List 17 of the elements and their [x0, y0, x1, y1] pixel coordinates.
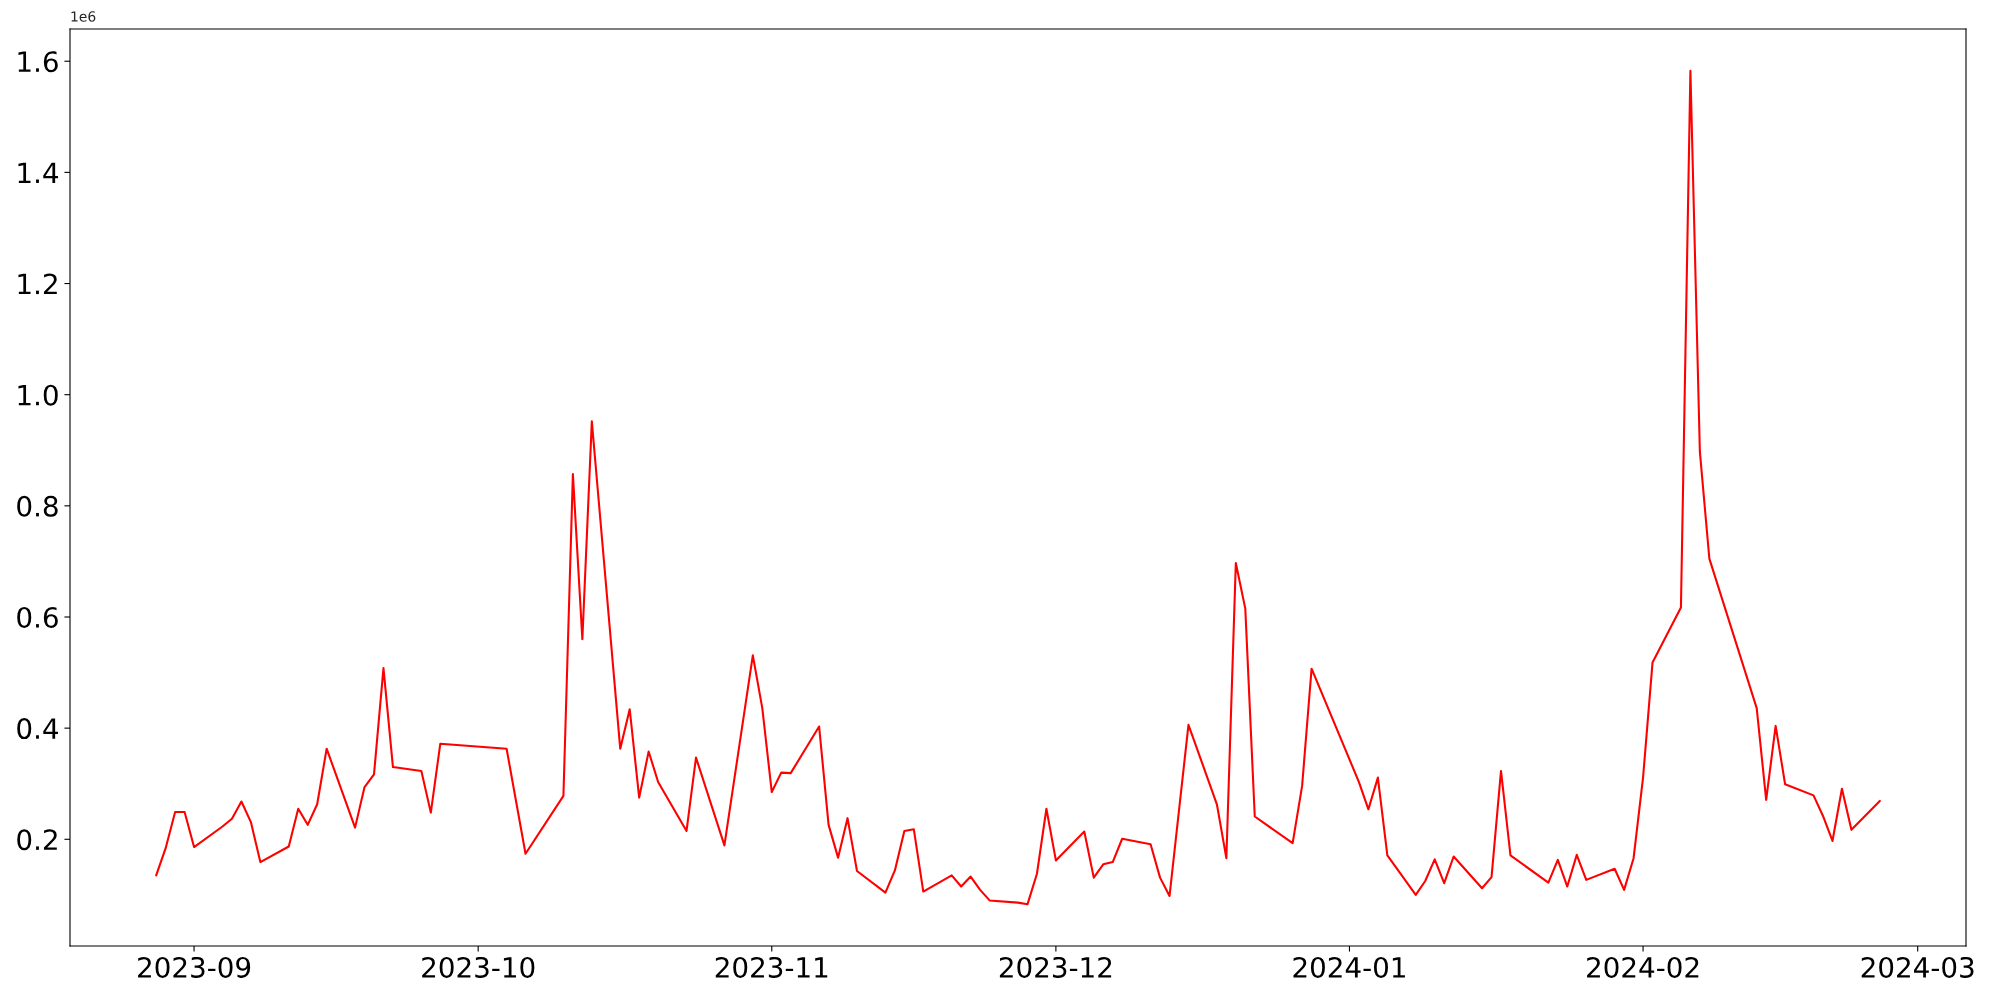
- y-tick-label: 1.2: [18, 273, 57, 295]
- x-tick-label: 2024-02: [1587, 956, 1699, 978]
- x-tick-label: 2023-10: [422, 956, 535, 978]
- line-series: [155, 69, 1881, 906]
- x-tick-label: 2024-03: [1861, 956, 1974, 978]
- x-tick-label: 2023-09: [138, 956, 251, 978]
- y-tick-label: 0.4: [17, 718, 59, 740]
- text: 1e6: [71, 11, 96, 22]
- y-tick-label: 1.4: [18, 162, 59, 183]
- y-tick-label: 0.8: [17, 495, 58, 517]
- x-tick-label: 2023-12: [999, 956, 1112, 978]
- y-tick-label: 0.2: [17, 829, 57, 851]
- x-tick-label: 2023-11: [715, 956, 828, 978]
- y-tick-label: 0.6: [17, 606, 58, 628]
- x-tick-label: 2024-01: [1293, 956, 1405, 978]
- y-tick-label: 1.6: [18, 51, 58, 73]
- y-tick-label: 1.0: [18, 384, 58, 406]
